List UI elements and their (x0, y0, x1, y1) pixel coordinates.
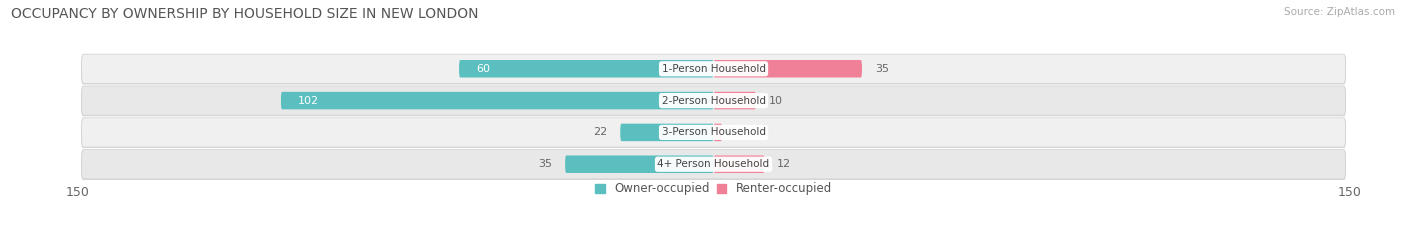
Text: OCCUPANCY BY OWNERSHIP BY HOUSEHOLD SIZE IN NEW LONDON: OCCUPANCY BY OWNERSHIP BY HOUSEHOLD SIZE… (11, 7, 479, 21)
FancyBboxPatch shape (714, 124, 723, 141)
Text: 35: 35 (538, 159, 553, 169)
Text: Source: ZipAtlas.com: Source: ZipAtlas.com (1284, 7, 1395, 17)
Text: 0: 0 (727, 127, 734, 137)
Text: 60: 60 (477, 64, 491, 74)
FancyBboxPatch shape (82, 54, 1346, 83)
FancyBboxPatch shape (82, 87, 1346, 116)
FancyBboxPatch shape (714, 92, 756, 109)
Text: 12: 12 (778, 159, 792, 169)
Text: 3-Person Household: 3-Person Household (662, 127, 765, 137)
Text: 102: 102 (298, 96, 319, 106)
Text: 10: 10 (769, 96, 783, 106)
FancyBboxPatch shape (82, 150, 1346, 179)
FancyBboxPatch shape (82, 118, 1346, 147)
FancyBboxPatch shape (82, 118, 1346, 148)
FancyBboxPatch shape (281, 92, 714, 109)
FancyBboxPatch shape (714, 155, 765, 173)
FancyBboxPatch shape (82, 86, 1346, 115)
FancyBboxPatch shape (565, 155, 714, 173)
Legend: Owner-occupied, Renter-occupied: Owner-occupied, Renter-occupied (595, 182, 832, 195)
FancyBboxPatch shape (458, 60, 714, 78)
FancyBboxPatch shape (82, 150, 1346, 179)
Text: 35: 35 (875, 64, 889, 74)
FancyBboxPatch shape (620, 124, 714, 141)
Text: 4+ Person Household: 4+ Person Household (658, 159, 769, 169)
FancyBboxPatch shape (82, 55, 1346, 84)
Text: 2-Person Household: 2-Person Household (662, 96, 765, 106)
Text: 22: 22 (593, 127, 607, 137)
FancyBboxPatch shape (714, 60, 862, 78)
Text: 1-Person Household: 1-Person Household (662, 64, 765, 74)
